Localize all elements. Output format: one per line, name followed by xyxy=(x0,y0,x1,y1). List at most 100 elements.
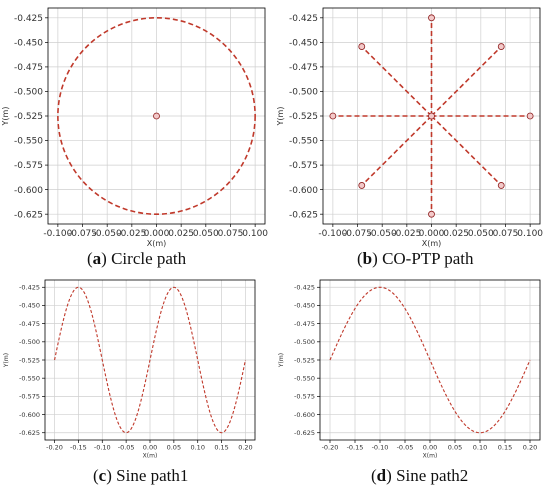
x-tick-label: 0.025 xyxy=(443,229,469,239)
x-tick-label: 0.00 xyxy=(423,444,437,452)
x-tick-label: -0.15 xyxy=(347,444,364,452)
y-tick-label: -0.450 xyxy=(14,39,43,49)
y-axis-label: Y(m) xyxy=(1,107,10,127)
point-marker xyxy=(428,112,435,120)
x-tick-label: -0.10 xyxy=(94,444,111,452)
point-marker xyxy=(497,182,505,189)
y-tick-label: -0.600 xyxy=(19,411,40,419)
x-tick-label: 0.050 xyxy=(468,229,494,239)
caption-b-text: CO-PTP path xyxy=(382,249,474,268)
point-marker xyxy=(526,112,534,120)
y-tick-label: -0.425 xyxy=(294,284,315,292)
y-tick-label: -0.475 xyxy=(14,63,43,73)
ptp-ray-line xyxy=(361,115,433,186)
y-tick-label: -0.575 xyxy=(294,393,315,401)
y-tick-label: -0.425 xyxy=(289,14,318,24)
circle-path-line xyxy=(57,17,256,215)
x-tick-label: 0.15 xyxy=(214,444,228,452)
caption-d-text: Sine path2 xyxy=(396,466,469,485)
x-tick-label: -0.100 xyxy=(318,229,347,239)
y-tick-label: -0.575 xyxy=(289,161,318,171)
axes-frame xyxy=(44,279,256,441)
x-tick-label: 0.00 xyxy=(143,444,157,452)
ptp-ray-line xyxy=(361,46,433,117)
x-tick-label: -0.050 xyxy=(93,229,122,239)
caption-b: (b) CO-PTP path xyxy=(357,249,474,268)
y-tick-label: -0.550 xyxy=(14,137,43,147)
point-marker xyxy=(358,182,366,189)
y-tick-label: -0.425 xyxy=(19,284,40,292)
x-tick-label: -0.20 xyxy=(322,444,339,452)
axes-frame xyxy=(319,279,541,441)
x-axis-label: X(m) xyxy=(422,239,442,248)
caption-a-letter: a xyxy=(92,249,102,268)
point-marker xyxy=(497,43,505,50)
y-tick-label: -0.575 xyxy=(14,161,43,171)
x-tick-label: -0.05 xyxy=(118,444,135,452)
x-tick-label: 0.075 xyxy=(493,229,519,239)
y-tick-label: -0.600 xyxy=(289,186,318,196)
y-tick-label: -0.500 xyxy=(14,88,43,98)
y-tick-label: -0.550 xyxy=(294,374,315,382)
y-tick-label: -0.625 xyxy=(19,429,40,437)
x-tick-label: 0.05 xyxy=(448,444,462,452)
x-tick-label: 0.000 xyxy=(419,229,445,239)
x-tick-label: 0.15 xyxy=(498,444,512,452)
y-tick-label: -0.625 xyxy=(14,210,43,220)
x-tick-label: -0.025 xyxy=(392,229,421,239)
x-tick-label: 0.050 xyxy=(193,229,219,239)
y-tick-label: -0.600 xyxy=(294,411,315,419)
point-marker xyxy=(329,112,337,120)
caption-a-text: Circle path xyxy=(111,249,187,268)
x-tick-label: 0.100 xyxy=(517,229,543,239)
y-tick-label: -0.500 xyxy=(289,88,318,98)
x-tick-label: 0.075 xyxy=(218,229,244,239)
y-tick-label: -0.625 xyxy=(289,210,318,220)
x-tick-label: 0.10 xyxy=(190,444,204,452)
ptp-ray-line xyxy=(430,115,502,186)
y-axis-label: Y(m) xyxy=(278,353,285,368)
x-tick-label: -0.100 xyxy=(43,229,72,239)
x-tick-label: -0.075 xyxy=(68,229,97,239)
y-tick-label: -0.550 xyxy=(289,137,318,147)
x-axis-label: X(m) xyxy=(143,453,158,460)
y-tick-label: -0.550 xyxy=(19,374,40,382)
y-tick-label: -0.525 xyxy=(294,356,315,364)
sine-path-line xyxy=(329,286,531,434)
chart-a-circle-path: -0.100-0.075-0.050-0.0250.0000.0250.0500… xyxy=(1,7,268,248)
x-tick-label: 0.20 xyxy=(238,444,252,452)
y-tick-label: -0.575 xyxy=(19,393,40,401)
x-tick-label: 0.025 xyxy=(168,229,194,239)
y-tick-label: -0.500 xyxy=(294,338,315,346)
x-axis-label: X(m) xyxy=(423,453,438,460)
axes-frame xyxy=(322,7,541,225)
x-tick-label: 0.100 xyxy=(242,229,268,239)
y-tick-label: -0.450 xyxy=(19,302,40,310)
y-tick-label: -0.450 xyxy=(289,39,318,49)
y-tick-label: -0.525 xyxy=(289,112,318,122)
x-tick-label: -0.025 xyxy=(117,229,146,239)
caption-c: (c) Sine path1 xyxy=(93,466,189,485)
panel-b: -0.100 -0.075 -0.050 -0.025 0.000 0.025 0.050 0… xyxy=(275,0,550,248)
y-tick-label: -0.450 xyxy=(294,302,315,310)
caption-d-letter: d xyxy=(376,466,387,485)
y-tick-label: -0.475 xyxy=(19,320,40,328)
point-marker xyxy=(358,43,366,50)
point-marker xyxy=(428,210,435,218)
x-tick-label: -0.15 xyxy=(70,444,87,452)
panel-d: -0.20 -0.15 -0.10 -0.05 0.00 0.05 0.10 0.15 0.20… xyxy=(275,272,550,467)
caption-c-letter: c xyxy=(98,466,107,485)
y-tick-label: -0.600 xyxy=(14,186,43,196)
caption-a: (a) Circle path xyxy=(87,249,187,268)
x-tick-label: -0.05 xyxy=(397,444,414,452)
sine-path-line xyxy=(54,286,246,434)
point-marker xyxy=(428,14,435,22)
x-tick-label: 0.05 xyxy=(167,444,181,452)
axes-frame xyxy=(47,7,266,225)
x-tick-label: 0.20 xyxy=(523,444,537,452)
y-tick-label: -0.625 xyxy=(294,429,315,437)
panel-c: -0.20 -0.15 -0.10 -0.05 0.00 0.05 0.10 0.15 0.20… xyxy=(0,272,275,467)
y-tick-label: -0.475 xyxy=(294,320,315,328)
chart-d-sine-path2: -0.20 -0.15 -0.10 -0.05 0.00 0.05 0.10 0.15 0.20… xyxy=(278,279,541,460)
y-axis-label: Y(m) xyxy=(3,353,10,368)
